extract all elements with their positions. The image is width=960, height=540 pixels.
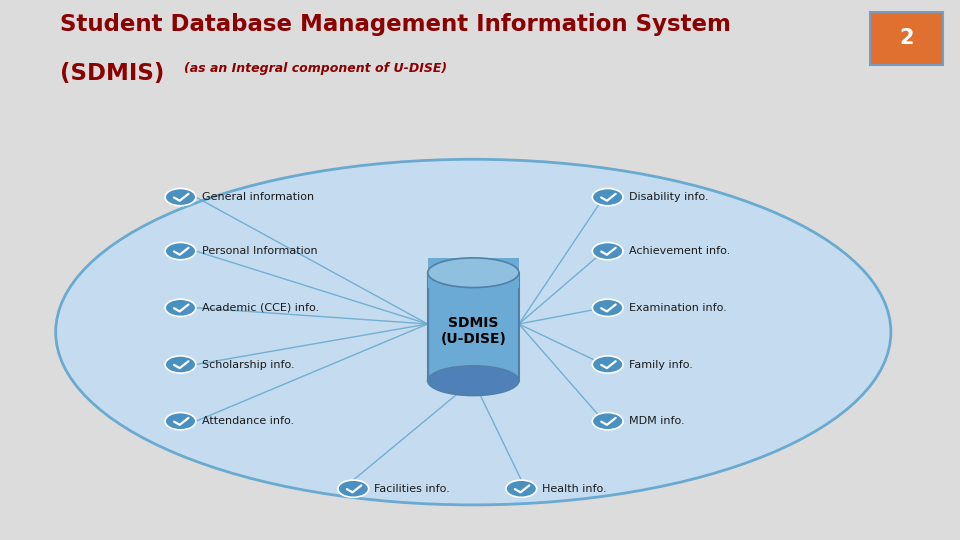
Circle shape — [165, 188, 196, 206]
Text: Scholarship info.: Scholarship info. — [202, 360, 294, 369]
Text: Personal Information: Personal Information — [202, 246, 317, 256]
Circle shape — [506, 480, 537, 497]
Text: Facilities info.: Facilities info. — [374, 484, 450, 494]
Text: Disability info.: Disability info. — [629, 192, 708, 202]
Text: MDM info.: MDM info. — [629, 416, 684, 426]
FancyBboxPatch shape — [428, 273, 518, 381]
Circle shape — [592, 299, 623, 316]
FancyBboxPatch shape — [428, 258, 518, 287]
Text: (SDMIS): (SDMIS) — [60, 62, 165, 85]
Ellipse shape — [427, 258, 518, 287]
Circle shape — [165, 299, 196, 316]
Circle shape — [592, 356, 623, 373]
Text: Academic (CCE) info.: Academic (CCE) info. — [202, 303, 319, 313]
Text: Examination info.: Examination info. — [629, 303, 727, 313]
Text: General information: General information — [202, 192, 314, 202]
Text: SDMIS
(U-DISE): SDMIS (U-DISE) — [441, 316, 506, 346]
Circle shape — [592, 242, 623, 260]
Circle shape — [592, 188, 623, 206]
Circle shape — [165, 413, 196, 430]
Circle shape — [165, 242, 196, 260]
Circle shape — [165, 356, 196, 373]
Text: Health info.: Health info. — [542, 484, 607, 494]
Text: Family info.: Family info. — [629, 360, 693, 369]
Ellipse shape — [56, 159, 891, 505]
FancyBboxPatch shape — [870, 12, 943, 65]
Text: (as an Integral component of U-DISE): (as an Integral component of U-DISE) — [184, 62, 447, 75]
Circle shape — [592, 413, 623, 430]
Text: 2: 2 — [899, 28, 914, 49]
Text: Achievement info.: Achievement info. — [629, 246, 730, 256]
Circle shape — [338, 480, 369, 497]
Text: Attendance info.: Attendance info. — [202, 416, 294, 426]
Text: Student Database Management Information System: Student Database Management Information … — [60, 14, 732, 37]
Ellipse shape — [427, 366, 518, 395]
